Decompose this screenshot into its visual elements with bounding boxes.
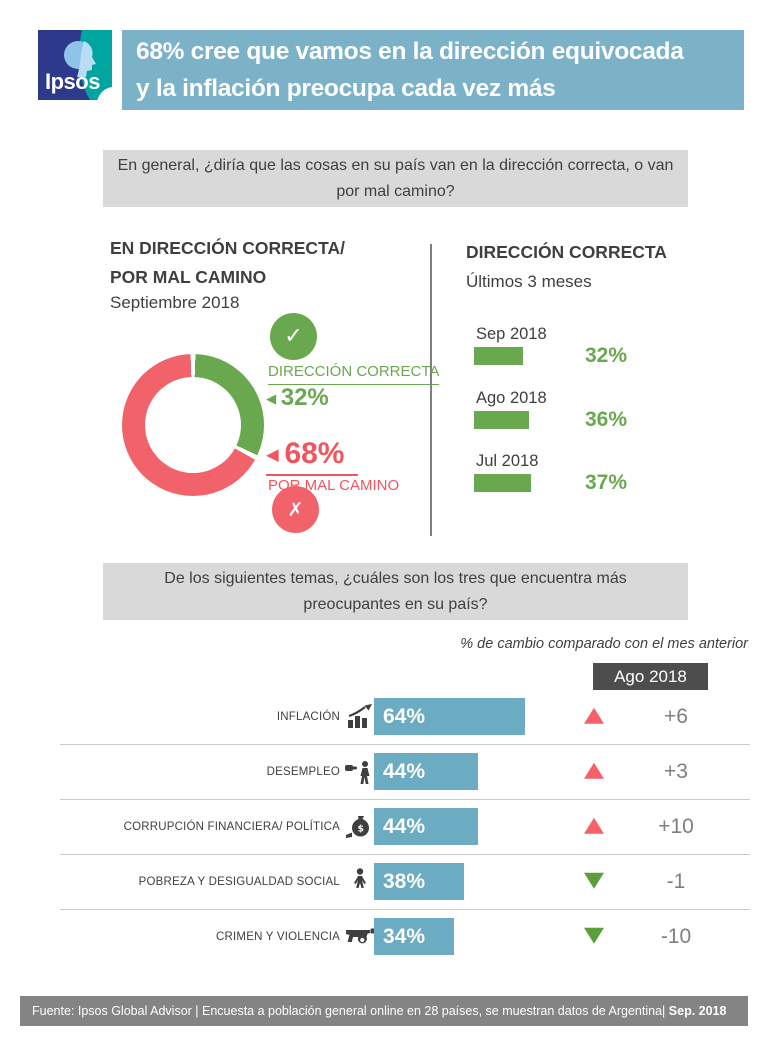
unemployment-icon <box>344 745 376 799</box>
correct-direction-label: DIRECCIÓN CORRECTA <box>268 363 440 385</box>
trend-month-label: Sep 2018 <box>476 325 547 343</box>
concern-value: 44% <box>383 760 426 783</box>
concern-bar: 34% <box>374 918 455 955</box>
concern-bar: 38% <box>374 863 464 900</box>
question-box-concerns: De los siguientes temas, ¿cuáles son los… <box>103 563 688 620</box>
source-footer: Fuente: Ipsos Global Advisor | Encuesta … <box>20 996 748 1026</box>
change-note: % de cambio comparado con el mes anterio… <box>460 636 748 652</box>
correct-direction-value: 32% <box>266 384 329 412</box>
concern-value: 38% <box>383 870 426 893</box>
source-text: Fuente: Ipsos Global Advisor | Encuesta … <box>32 1004 666 1018</box>
triangle-down-icon <box>584 872 604 889</box>
trend-month-label: Ago 2018 <box>476 389 547 407</box>
table-row: DESEMPLEO 44% +3 <box>60 745 750 800</box>
trend-bar <box>474 347 523 365</box>
concern-value: 34% <box>383 925 426 948</box>
gun-icon <box>344 910 376 964</box>
ipsos-logo: Ipsos <box>38 30 112 100</box>
triangle-up-icon <box>584 817 604 834</box>
trend-month-label: Jul 2018 <box>476 452 539 470</box>
concern-change: -10 <box>660 925 692 948</box>
triangle-up-icon <box>584 762 604 779</box>
trend-row: Sep 2018 32% <box>474 325 734 385</box>
concern-change: +6 <box>664 705 688 728</box>
direction-donut <box>122 354 264 496</box>
change-column-header: Ago 2018 <box>593 663 708 690</box>
trend-bar <box>474 474 531 492</box>
concerns-table: INFLACIÓN 64% +6 DESEMPLEO <box>60 690 750 964</box>
triangle-up-icon <box>584 707 604 724</box>
trend-value: 36% <box>585 408 628 431</box>
concern-label: DESEMPLEO <box>266 766 340 778</box>
concern-label: POBREZA Y DESIGUALDAD SOCIAL <box>138 876 340 888</box>
trend-subtitle: Últimos 3 meses <box>466 272 592 291</box>
concern-bar: 44% <box>374 753 478 790</box>
concern-value: 44% <box>383 815 426 838</box>
svg-text:$: $ <box>358 825 364 835</box>
person-icon <box>344 855 376 909</box>
concern-change: +10 <box>658 815 694 838</box>
concern-label: CORRUPCIÓN FINANCIERA/ POLÍTICA <box>123 821 340 833</box>
concern-label: INFLACIÓN <box>276 711 340 723</box>
ipsos-logo-graphic <box>38 30 112 100</box>
inflation-chart-icon <box>344 690 376 744</box>
source-date: Sep. 2018 <box>668 1004 727 1018</box>
concern-value: 64% <box>383 705 426 728</box>
trend-value: 37% <box>585 471 628 494</box>
triangle-down-icon <box>584 927 604 944</box>
ipsos-wordmark: Ipsos <box>45 69 100 94</box>
direction-section-title: EN DIRECCIÓN CORRECTA/ POR MAL CAMINO <box>110 238 345 287</box>
concern-change: +3 <box>664 760 688 783</box>
table-row: POBREZA Y DESIGUALDAD SOCIAL 38% -1 <box>60 855 750 910</box>
question-box-direction: En general, ¿diría que las cosas en su p… <box>103 150 688 207</box>
trend-row: Ago 2018 36% <box>474 389 734 449</box>
table-row: CRIMEN Y VIOLENCIA 34% -10 <box>60 910 750 964</box>
wrong-direction-value: 68% <box>266 437 359 476</box>
money-bag-icon: $ <box>344 800 376 854</box>
page-title-line1: 68% cree que vamos en la dirección equiv… <box>136 38 684 65</box>
section-divider <box>430 244 432 536</box>
direction-section-subtitle: Septiembre 2018 <box>110 293 240 312</box>
table-row: CORRUPCIÓN FINANCIERA/ POLÍTICA $ 44% +1… <box>60 800 750 855</box>
concern-change: -1 <box>666 870 686 893</box>
check-icon <box>270 313 317 360</box>
trend-title: DIRECCIÓN CORRECTA <box>466 242 667 262</box>
page-title-line2: y la inflación preocupa cada vez más <box>136 75 556 102</box>
trend-row: Jul 2018 37% <box>474 452 734 512</box>
concern-bar: 64% <box>374 698 526 735</box>
concern-label: CRIMEN Y VIOLENCIA <box>216 931 340 943</box>
cross-icon <box>272 486 319 533</box>
trend-value: 32% <box>585 344 628 367</box>
table-row: INFLACIÓN 64% +6 <box>60 690 750 745</box>
page-title: 68% cree que vamos en la dirección equiv… <box>122 30 744 110</box>
concern-bar: 44% <box>374 808 478 845</box>
trend-bar <box>474 411 530 429</box>
